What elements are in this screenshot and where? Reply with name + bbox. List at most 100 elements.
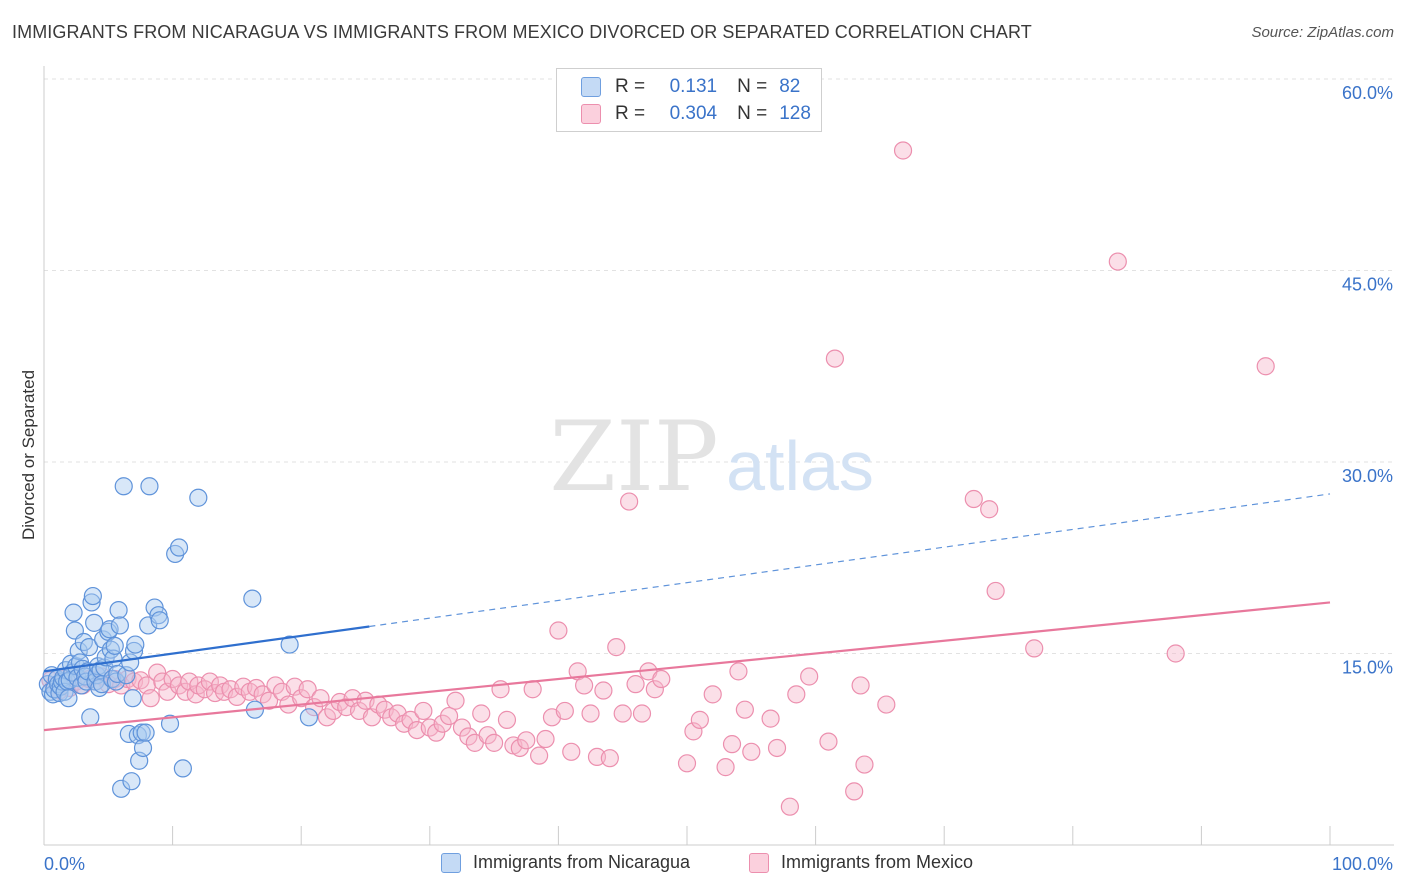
point-nicaragua — [136, 723, 155, 742]
point-mexico — [893, 141, 913, 160]
point-nicaragua — [133, 738, 153, 758]
point-mexico — [742, 742, 761, 761]
point-mexico — [767, 738, 787, 758]
legend-swatch-mexico — [581, 104, 601, 124]
point-nicaragua — [160, 714, 180, 733]
point-mexico — [761, 709, 780, 728]
point-nicaragua — [243, 589, 262, 608]
legend-n-label: N = — [737, 76, 768, 97]
point-mexico — [427, 723, 446, 742]
point-mexico — [684, 722, 703, 741]
point-nicaragua — [69, 641, 88, 661]
point-mexico — [600, 749, 619, 768]
point-mexico — [523, 680, 542, 699]
point-nicaragua — [112, 779, 131, 798]
point-nicaragua — [83, 586, 102, 606]
watermark-atlas: atlas — [726, 427, 874, 505]
bottom-legend-mexico: Immigrants from Mexico — [749, 852, 973, 873]
point-mexico — [200, 672, 219, 691]
point-mexico — [549, 621, 568, 640]
point-mexico — [632, 704, 652, 723]
point-nicaragua — [122, 772, 141, 791]
point-mexico — [446, 691, 465, 710]
point-nicaragua — [173, 759, 192, 778]
point-nicaragua — [150, 611, 169, 630]
point-mexico — [298, 680, 317, 699]
point-mexico — [986, 581, 1005, 601]
point-mexico — [259, 691, 279, 710]
point-mexico — [855, 755, 874, 774]
correlation-legend: R = 0.131 N = 82 R = 0.304 N = 128 — [556, 68, 822, 132]
trendline-nicaragua-extension — [369, 493, 1331, 628]
point-mexico — [620, 492, 639, 511]
point-mexico — [780, 797, 799, 816]
point-mexico — [613, 704, 632, 723]
point-mexico — [607, 638, 626, 657]
legend-swatch-nicaragua — [581, 77, 601, 97]
point-mexico — [787, 685, 806, 704]
point-mexico — [594, 681, 613, 700]
point-nicaragua — [109, 600, 128, 620]
point-nicaragua — [100, 620, 119, 639]
point-mexico — [292, 689, 311, 708]
point-nicaragua — [140, 477, 159, 496]
point-mexico — [845, 782, 864, 801]
point-mexico — [626, 675, 645, 694]
point-mexico — [530, 746, 549, 765]
legend-n-value: 128 — [779, 103, 811, 124]
point-nicaragua — [132, 723, 151, 742]
point-mexico — [722, 735, 742, 754]
axes — [43, 66, 1394, 846]
bottom-legend-nicaragua: Immigrants from Nicaragua — [441, 852, 690, 873]
point-mexico — [980, 500, 999, 519]
legend-n-value: 82 — [779, 76, 801, 97]
point-nicaragua — [59, 689, 78, 708]
point-mexico — [587, 747, 607, 767]
point-mexico — [562, 742, 581, 761]
bottom-legend-label-nicaragua: Immigrants from Nicaragua — [473, 852, 691, 872]
bottom-legend-swatch-nicaragua — [441, 852, 461, 873]
point-mexico — [716, 758, 735, 777]
point-mexico — [472, 704, 491, 723]
point-mexico — [690, 710, 709, 729]
point-mexico — [652, 669, 671, 689]
point-nicaragua — [123, 689, 142, 708]
x-tick-label: 0.0% — [44, 854, 85, 874]
point-mexico — [800, 667, 819, 686]
point-mexico — [851, 676, 870, 695]
chart-title: IMMIGRANTS FROM NICARAGUA VS IMMIGRANTS … — [12, 22, 1032, 42]
point-mexico — [452, 718, 472, 737]
y-tick-label: 45.0% — [1342, 275, 1393, 295]
point-nicaragua — [189, 488, 208, 507]
legend-row-nicaragua: R = 0.131 N = 82 — [581, 75, 800, 99]
legend-row-mexico: R = 0.304 N = 128 — [581, 102, 811, 126]
point-mexico — [439, 706, 459, 726]
y-tick-label: 15.0% — [1342, 658, 1393, 678]
point-nicaragua — [114, 477, 133, 496]
point-mexico — [497, 710, 517, 729]
point-mexico — [517, 731, 536, 750]
point-nicaragua — [105, 636, 124, 655]
point-mexico — [401, 710, 420, 729]
point-nicaragua — [169, 538, 189, 557]
source-label: Source: ZipAtlas.com — [1251, 24, 1394, 41]
point-nicaragua — [299, 708, 319, 727]
point-mexico — [414, 701, 433, 721]
point-mexico — [1025, 639, 1044, 658]
trendline-nicaragua — [43, 625, 370, 673]
trend-lines — [43, 493, 1331, 732]
y-axis-label: Divorced or Separated — [19, 370, 38, 540]
point-mexico — [581, 704, 600, 723]
point-mexico — [964, 489, 983, 509]
point-mexico — [729, 662, 748, 681]
point-nicaragua — [81, 708, 100, 727]
point-mexico — [485, 733, 504, 752]
legend-n-label: N = — [737, 103, 768, 124]
point-mexico — [703, 685, 722, 704]
point-mexico — [141, 689, 160, 708]
point-mexico — [575, 676, 594, 695]
series-nicaragua — [38, 477, 319, 798]
legend-r-value: 0.131 — [669, 76, 718, 97]
point-mexico — [555, 701, 574, 721]
